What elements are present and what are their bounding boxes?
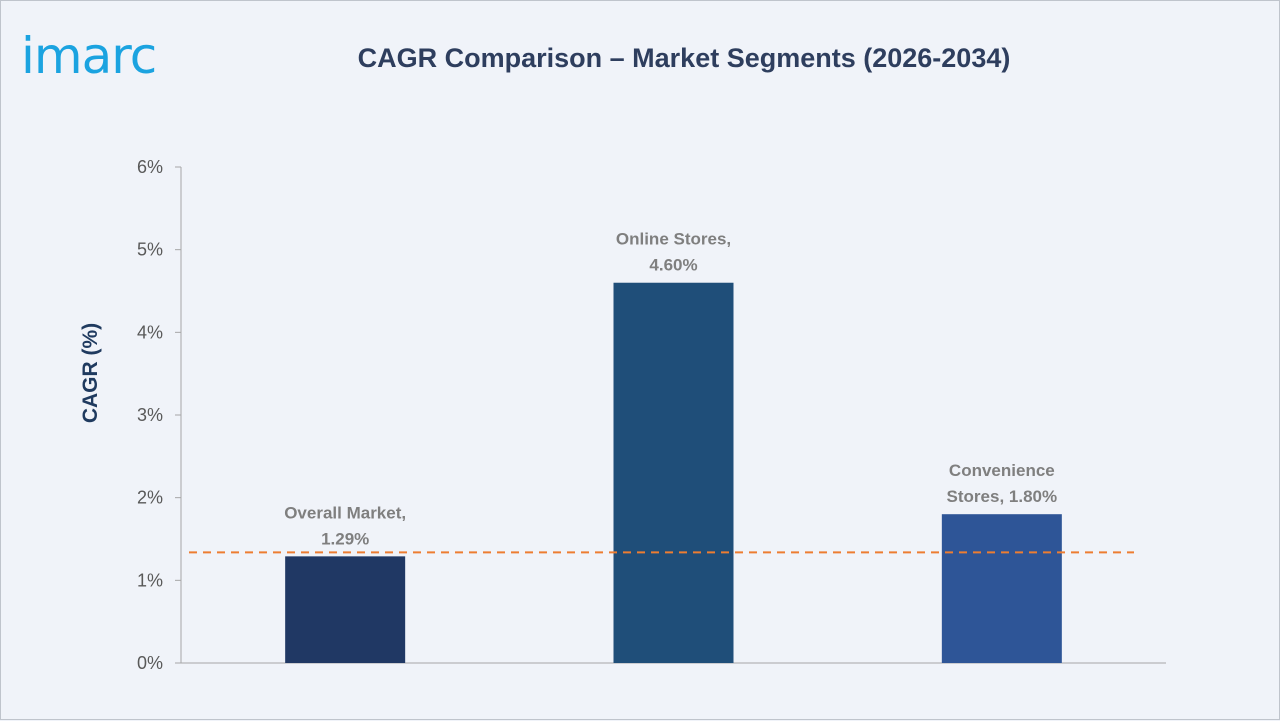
imarc-logo: imarc — [21, 27, 157, 85]
data-label: Stores, 1.80% — [947, 487, 1058, 506]
data-label: Overall Market, — [284, 503, 406, 522]
data-label: Online Stores, — [616, 230, 731, 249]
data-label: 1.29% — [321, 529, 369, 548]
bar — [613, 282, 734, 663]
bar — [285, 556, 406, 663]
data-label: 4.60% — [649, 256, 697, 275]
bar — [941, 514, 1062, 663]
y-tick-label: 1% — [137, 570, 163, 590]
y-tick-label: 5% — [137, 240, 163, 260]
chart-title: CAGR Comparison – Market Segments (2026-… — [357, 43, 1011, 73]
y-axis-label: CAGR (%) — [79, 323, 102, 423]
y-tick-label: 3% — [137, 405, 163, 425]
y-tick-label: 2% — [137, 488, 163, 508]
data-label: Convenience — [949, 461, 1055, 480]
y-tick-label: 4% — [137, 322, 163, 342]
y-tick-label: 6% — [137, 157, 163, 177]
y-tick-label: 0% — [137, 653, 163, 673]
